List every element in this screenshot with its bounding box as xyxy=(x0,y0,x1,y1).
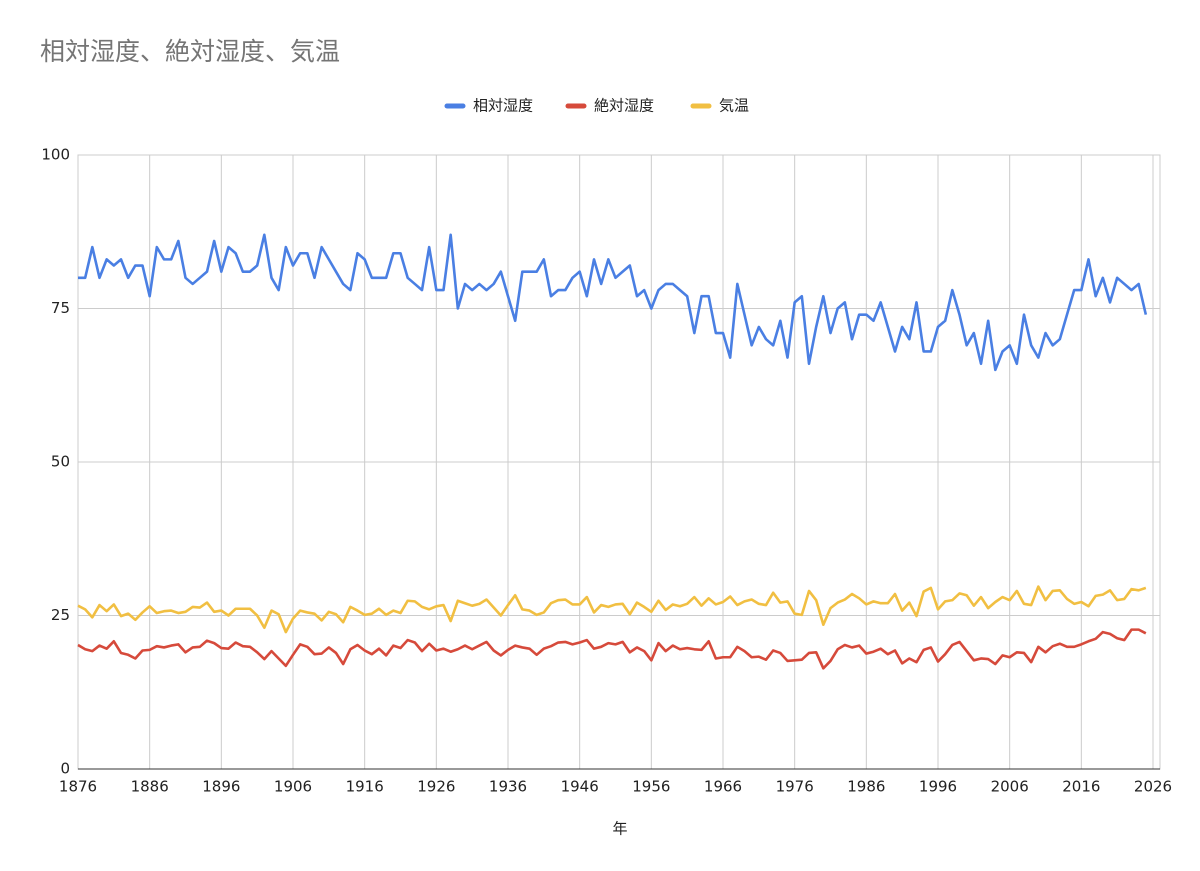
x-tick-label: 1936 xyxy=(489,778,527,796)
y-tick-label: 100 xyxy=(41,146,70,164)
x-tick-label: 1956 xyxy=(632,778,670,796)
data-line xyxy=(77,585,1147,634)
x-tick-label: 1886 xyxy=(131,778,169,796)
legend-label: 気温 xyxy=(719,97,749,115)
x-tick-label: 2016 xyxy=(1062,778,1100,796)
data-line xyxy=(77,628,1147,670)
legend-label: 相対湿度 xyxy=(473,97,533,115)
data-line xyxy=(78,233,1148,372)
x-tick-label: 1986 xyxy=(847,778,885,796)
legend-label: 絶対湿度 xyxy=(594,97,654,115)
y-tick-label: 0 xyxy=(60,760,70,778)
x-tick-label: 1966 xyxy=(704,778,742,796)
x-axis-label: 年 xyxy=(612,820,627,838)
x-tick-label: 1926 xyxy=(417,778,455,796)
y-tick-label: 75 xyxy=(51,299,70,317)
y-tick-label: 25 xyxy=(51,606,70,624)
y-tick-label: 50 xyxy=(51,453,70,471)
x-tick-label: 1876 xyxy=(59,778,97,796)
x-tick-label: 1946 xyxy=(561,778,599,796)
x-tick-label: 1976 xyxy=(776,778,814,796)
x-tick-label: 1916 xyxy=(346,778,384,796)
x-tick-label: 1906 xyxy=(274,778,312,796)
x-tick-label: 2026 xyxy=(1134,778,1172,796)
x-tick-label: 1896 xyxy=(202,778,240,796)
x-tick-label: 1996 xyxy=(919,778,957,796)
chart-title: 相対湿度、絶対湿度、気温 xyxy=(40,37,340,66)
x-tick-label: 2006 xyxy=(991,778,1029,796)
